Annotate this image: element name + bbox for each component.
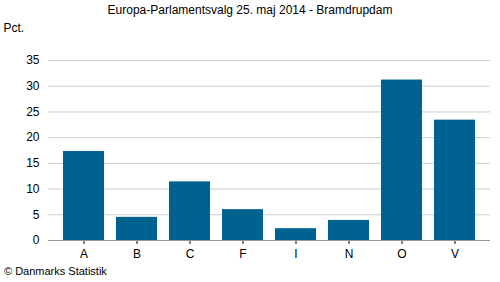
svg-text:A: A — [80, 247, 88, 261]
svg-text:20: 20 — [26, 130, 40, 144]
svg-text:O: O — [397, 247, 406, 261]
svg-text:15: 15 — [26, 156, 40, 170]
svg-text:B: B — [133, 247, 141, 261]
svg-text:C: C — [186, 247, 195, 261]
svg-text:5: 5 — [33, 208, 40, 222]
svg-text:Pct.: Pct. — [4, 21, 25, 35]
svg-text:35: 35 — [26, 53, 40, 67]
svg-text:F: F — [239, 247, 246, 261]
svg-text:I: I — [294, 247, 297, 261]
html-text:Europa-Parlamentsvalg 25. maj: Europa-Parlamentsvalg 25. maj 2014 - Bra… — [107, 3, 393, 17]
svg-text:10: 10 — [26, 182, 40, 196]
svg-text:25: 25 — [26, 105, 40, 119]
svg-text:V: V — [451, 247, 459, 261]
html-text:© Danmarks Statistik: © Danmarks Statistik — [4, 265, 107, 277]
svg-text:30: 30 — [26, 79, 40, 93]
svg-text:N: N — [345, 247, 354, 261]
svg-text:0: 0 — [33, 233, 40, 247]
